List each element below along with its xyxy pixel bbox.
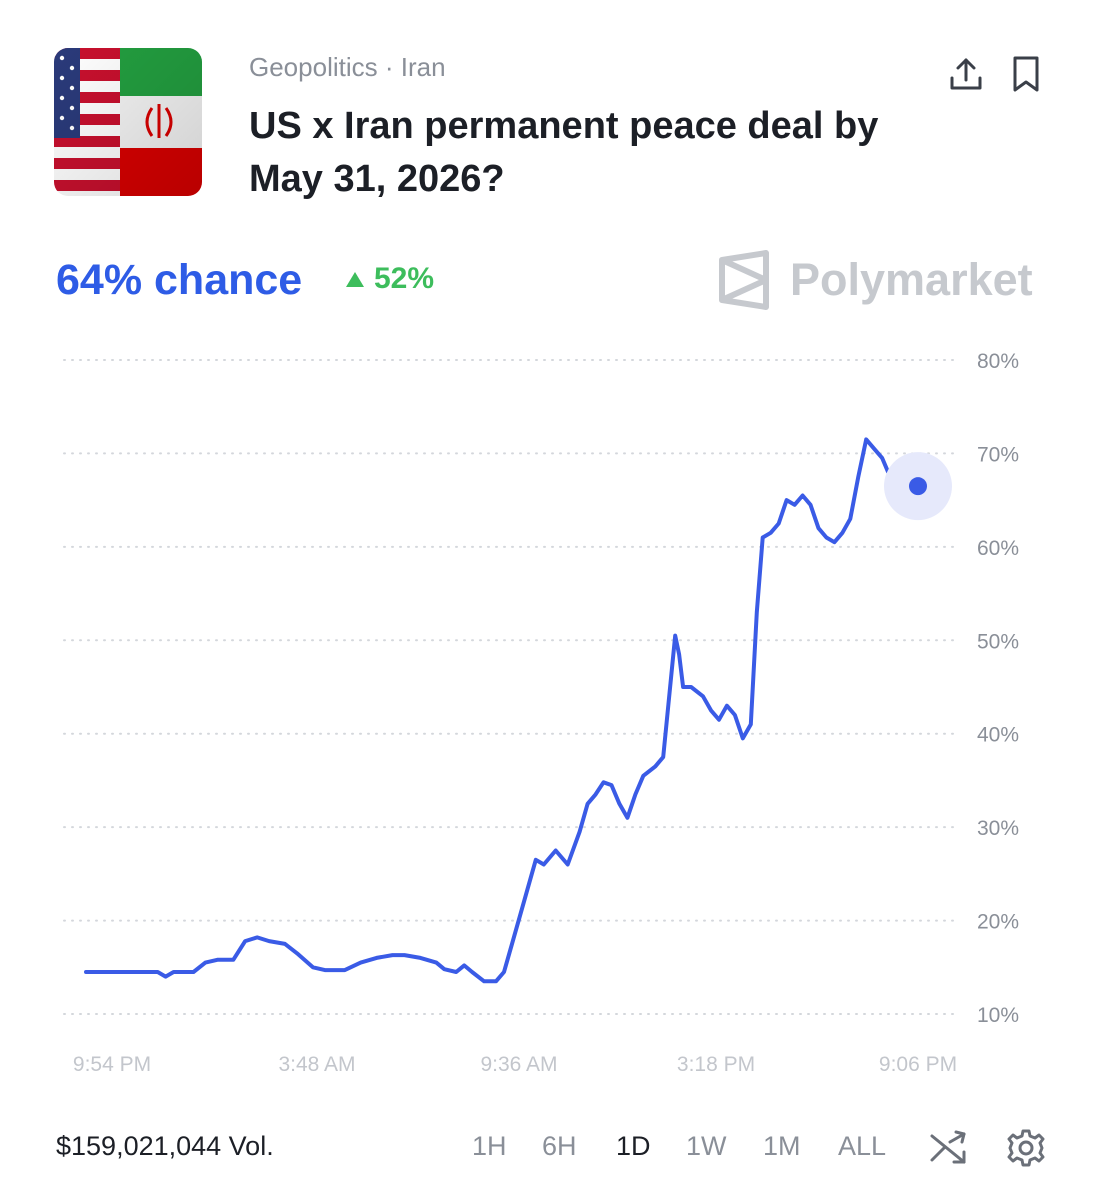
y-tick-label: 70% [977, 443, 1019, 466]
time-range-selector: 1H 6H 1D 1W 1M ALL [0, 1131, 1102, 1165]
range-1w-button[interactable]: 1W [686, 1131, 727, 1161]
change-value: 52% [374, 262, 435, 295]
y-tick-label: 50% [977, 630, 1019, 653]
range-1m-button[interactable]: 1M [763, 1131, 801, 1161]
range-6h-button[interactable]: 6H [542, 1131, 577, 1161]
gear-icon[interactable] [1006, 1128, 1046, 1168]
polymarket-brand: Polymarket [718, 250, 1033, 310]
current-point[interactable] [909, 477, 927, 496]
y-tick-label: 40% [977, 724, 1019, 747]
range-1d-button[interactable]: 1D [616, 1131, 651, 1161]
polymarket-logo-icon [719, 250, 769, 310]
y-tick-label: 10% [977, 1004, 1019, 1027]
shuffle-icon[interactable] [928, 1128, 968, 1168]
market-category[interactable]: Geopolitics · Iran [249, 52, 446, 82]
y-tick-label: 80% [977, 350, 1019, 373]
market-thumbnail [54, 48, 202, 196]
price-chart[interactable]: 80%70%60%50%40%30%20%10% 9:54 PM 3:48 AM 9… [0, 330, 1102, 1100]
x-tick-label: 3:48 AM [278, 1053, 355, 1076]
x-tick-label: 9:54 PM [73, 1053, 151, 1076]
series-line [84, 437, 920, 984]
x-axis: 9:54 PM 3:48 AM 9:36 AM 3:18 PM 9:06 PM [73, 1053, 957, 1076]
chart-grid [63, 359, 956, 1015]
x-tick-label: 9:36 AM [480, 1053, 557, 1076]
volume-label: $159,021,044 Vol. [56, 1131, 274, 1161]
x-tick-label: 3:18 PM [677, 1053, 755, 1076]
arrow-up-icon [346, 271, 364, 287]
y-axis: 80% 70% 60% 50% 40% 30% 20% 10% [977, 350, 1019, 1027]
bookmark-icon[interactable] [1006, 54, 1046, 94]
range-1h-button[interactable]: 1H [472, 1131, 507, 1161]
chance-value: 64% chance [56, 256, 303, 304]
market-title: US x Iran permanent peace deal by May 31… [249, 105, 879, 200]
brand-name: Polymarket [790, 254, 1033, 305]
y-tick-label: 60% [977, 537, 1019, 560]
y-tick-label: 20% [977, 911, 1019, 934]
x-tick-label: 9:06 PM [879, 1053, 957, 1076]
y-tick-label: 30% [977, 817, 1019, 840]
range-all-button[interactable]: ALL [838, 1131, 887, 1161]
share-icon[interactable] [946, 54, 986, 94]
change-indicator: 52% [346, 262, 434, 296]
